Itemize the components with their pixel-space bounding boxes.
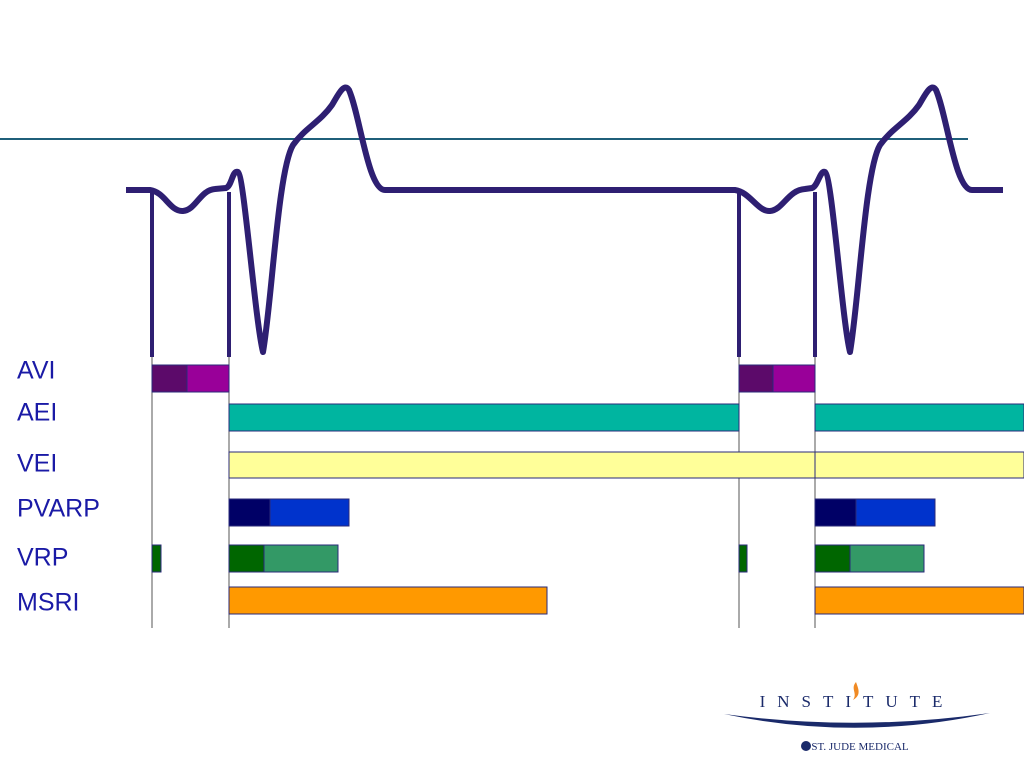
ecg-waveform — [126, 84, 1003, 355]
row-label: AVI — [17, 357, 55, 385]
logo-swoosh — [724, 713, 990, 728]
logo-company: ST. JUDE MEDICAL — [811, 741, 909, 753]
bars — [151, 364, 1024, 615]
logo: INSTITUTE ST. JUDE MEDICAL — [724, 682, 990, 753]
row-label: MSRI — [17, 589, 80, 617]
row-label: AEI — [17, 399, 57, 427]
row-label: VRP — [17, 544, 68, 572]
logo-mark — [801, 741, 811, 751]
pace-markers — [150, 192, 817, 357]
logo-name: INSTITUTE — [760, 692, 955, 711]
row-label: VEI — [17, 450, 57, 478]
row-label: PVARP — [17, 495, 100, 523]
logo-flame — [853, 682, 859, 700]
event-markers — [151, 355, 816, 628]
